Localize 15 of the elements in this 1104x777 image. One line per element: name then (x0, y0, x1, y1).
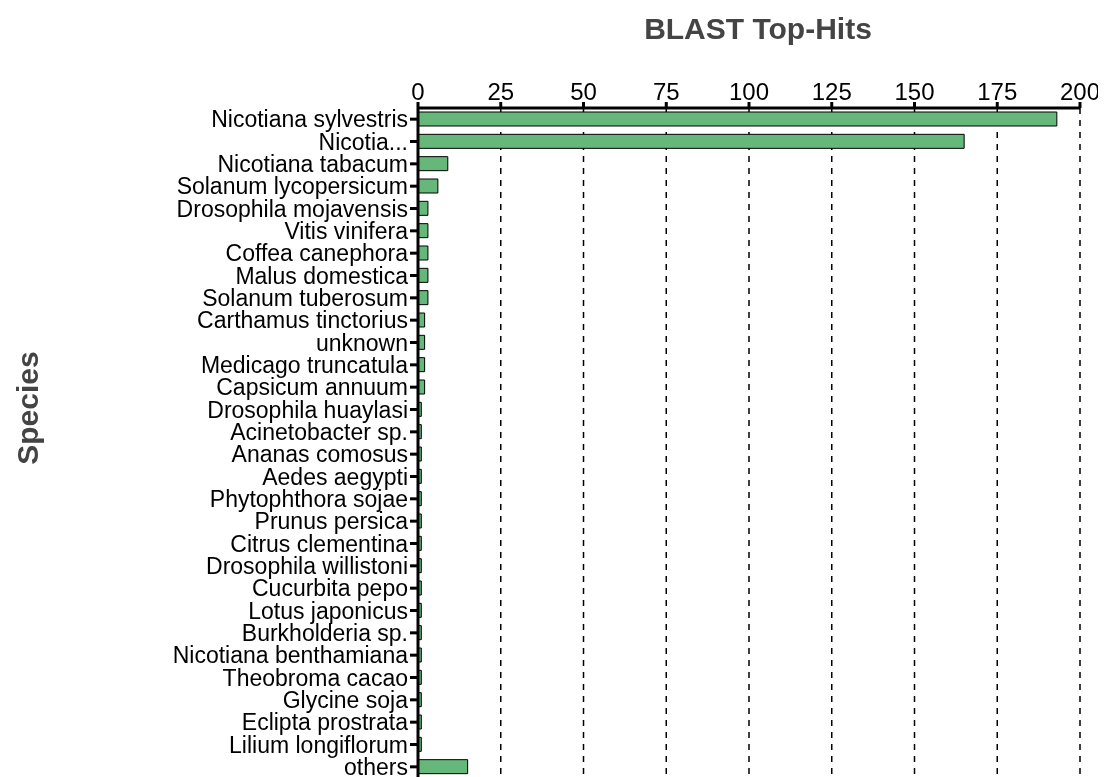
chart-title: BLAST Top-Hits (643, 12, 873, 46)
x-tick-label: 125 (811, 78, 852, 105)
y-tick-label: Aedes aegypti (262, 463, 408, 490)
x-tick-label: 25 (487, 78, 515, 105)
x-tick-label: 175 (977, 78, 1018, 105)
y-tick-label: Drosophila willistoni (206, 553, 408, 579)
x-tick-label: 75 (652, 78, 680, 105)
x-tick-label: 150 (894, 78, 935, 105)
y-tick-label: others (344, 754, 408, 777)
x-tick-label: 100 (728, 78, 770, 105)
y-tick-label: Coffea canephora (225, 240, 409, 267)
x-tick-label: 50 (570, 78, 597, 105)
y-tick-label: Nicotiana sylvestris (211, 106, 408, 133)
y-axis-title: Species (11, 351, 45, 465)
x-tick-label: 0 (411, 78, 425, 105)
